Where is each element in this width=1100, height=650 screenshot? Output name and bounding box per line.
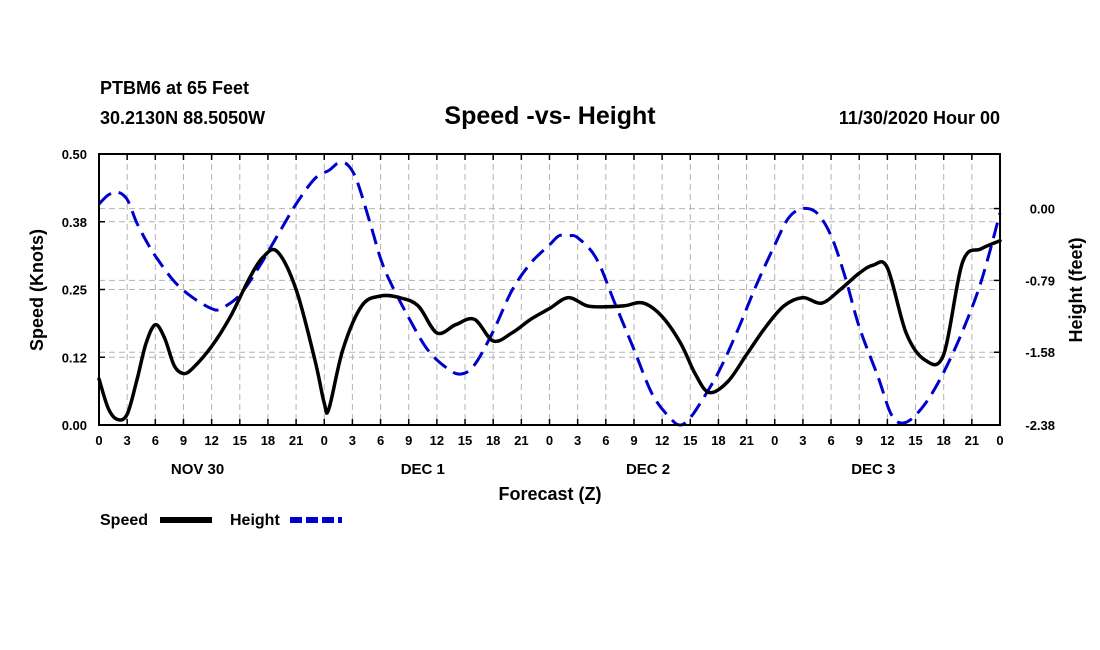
x-tick-label: 21 [289,433,303,448]
x-tick-label: 9 [180,433,187,448]
legend-speed-label: Speed [100,512,148,529]
left-tick-label: 0.00 [62,418,87,433]
right-tick-label: -1.58 [1025,345,1055,360]
speed-line [97,238,1002,422]
x-tick-label: 9 [630,433,637,448]
legend-height-label: Height [230,512,280,529]
left-tick-label: 0.25 [62,283,87,298]
x-tick-label: 0 [996,433,1003,448]
x-tick-label: 18 [486,433,500,448]
grid [99,154,1000,426]
x-axis-ticks: 0 3 6 9 12 15 18 21 0 3 6 9 12 15 18 21 0 3 6 9 12 15 18 21 0 3 6 9… [95,154,1004,448]
x-tick-label: 6 [152,433,159,448]
x-tick-label: 0 [546,433,553,448]
x-tick-label: 18 [936,433,950,448]
right-axis-ticks: 0.00 -0.79 -1.58 -2.38 [994,202,1055,433]
right-tick-label: 0.00 [1030,202,1055,217]
left-tick-label: 0.50 [62,147,87,162]
x-tick-label: 12 [204,433,218,448]
x-tick-label: 12 [430,433,444,448]
left-tick-label: 0.12 [62,350,87,365]
day-label: DEC 1 [401,461,445,478]
x-tick-label: 3 [349,433,356,448]
x-tick-label: 21 [514,433,528,448]
x-tick-label: 3 [124,433,131,448]
x-tick-label: 15 [683,433,697,448]
right-tick-label: -0.79 [1025,273,1055,288]
x-tick-label: 6 [602,433,609,448]
chart-title: Speed -vs- Height [444,102,656,130]
left-tick-label: 0.38 [62,215,87,230]
right-axis-label: Height (feet) [1066,238,1086,343]
x-tick-label: 15 [233,433,247,448]
x-tick-label: 15 [908,433,922,448]
x-tick-label: 18 [261,433,275,448]
x-axis-label: Forecast (Z) [498,484,601,504]
x-tick-label: 15 [458,433,472,448]
datetime-label: 11/30/2020 Hour 00 [839,108,1000,128]
x-tick-label: 6 [827,433,834,448]
x-tick-label: 6 [377,433,384,448]
left-axis-ticks: 0.00 0.12 0.25 0.38 0.50 [62,147,105,433]
x-tick-label: 0 [321,433,328,448]
right-tick-label: -2.38 [1025,418,1055,433]
x-tick-label: 0 [95,433,102,448]
x-tick-label: 12 [655,433,669,448]
x-tick-label: 12 [880,433,894,448]
day-labels: NOV 30 DEC 1 DEC 2 DEC 3 [171,461,896,478]
day-label: NOV 30 [171,461,224,478]
station-label: PTBM6 at 65 Feet [100,78,249,98]
x-tick-label: 0 [771,433,778,448]
day-label: DEC 2 [626,461,670,478]
day-label: DEC 3 [851,461,895,478]
x-tick-label: 3 [574,433,581,448]
x-tick-label: 21 [965,433,979,448]
x-tick-label: 3 [799,433,806,448]
location-label: 30.2130N 88.5050W [100,108,265,128]
x-tick-label: 21 [739,433,753,448]
x-tick-label: 9 [405,433,412,448]
left-axis-label: Speed (Knots) [27,229,47,351]
speed-series [97,238,1002,422]
x-tick-label: 18 [711,433,725,448]
x-tick-label: 9 [856,433,863,448]
legend: Speed Height [100,512,342,529]
